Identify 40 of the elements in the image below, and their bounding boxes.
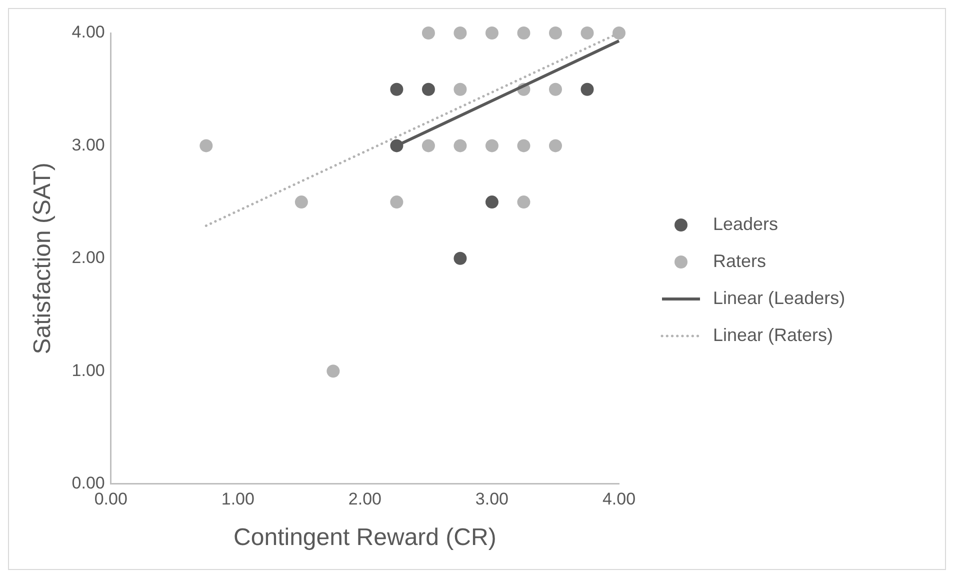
- y-tick-label: 1.00: [72, 360, 105, 380]
- legend-label: Linear (Raters): [713, 325, 834, 346]
- x-axis-title: Contingent Reward (CR): [234, 524, 496, 552]
- y-tick-label: 2.00: [72, 248, 105, 268]
- point: [548, 139, 562, 152]
- point: [517, 139, 530, 152]
- legend-label: Raters: [713, 251, 766, 272]
- x-tick-label: 1.00: [221, 490, 254, 509]
- point: [485, 139, 498, 152]
- point: [200, 139, 213, 152]
- y-tick-label: 3.00: [72, 135, 105, 154]
- point: [548, 26, 562, 40]
- point: [454, 26, 467, 40]
- point: [390, 82, 404, 96]
- point: [517, 196, 530, 209]
- legend-label: Leaders: [713, 214, 778, 235]
- point: [422, 26, 435, 40]
- point: [485, 26, 498, 40]
- y-axis-title: Satisfaction (SAT): [29, 162, 56, 354]
- point: [422, 139, 435, 152]
- point: [454, 139, 467, 152]
- point: [580, 82, 594, 96]
- point: [294, 196, 308, 209]
- point: [422, 82, 435, 96]
- y-tick-label: 0.00: [72, 473, 105, 492]
- x-tick-label: 4.00: [602, 490, 636, 509]
- point: [454, 82, 467, 96]
- point: [517, 26, 530, 40]
- point: [612, 26, 626, 40]
- x-tick-label: 3.00: [475, 490, 509, 509]
- point: [485, 196, 498, 209]
- y-tick-label: 4.00: [72, 22, 105, 42]
- x-tick-label: 0.00: [94, 490, 128, 509]
- point: [580, 26, 594, 40]
- point: [548, 82, 562, 96]
- point: [326, 364, 340, 378]
- point: [454, 252, 467, 265]
- x-tick-label: 2.00: [348, 490, 382, 509]
- legend-label: Linear (Leaders): [713, 288, 846, 309]
- point: [390, 196, 404, 209]
